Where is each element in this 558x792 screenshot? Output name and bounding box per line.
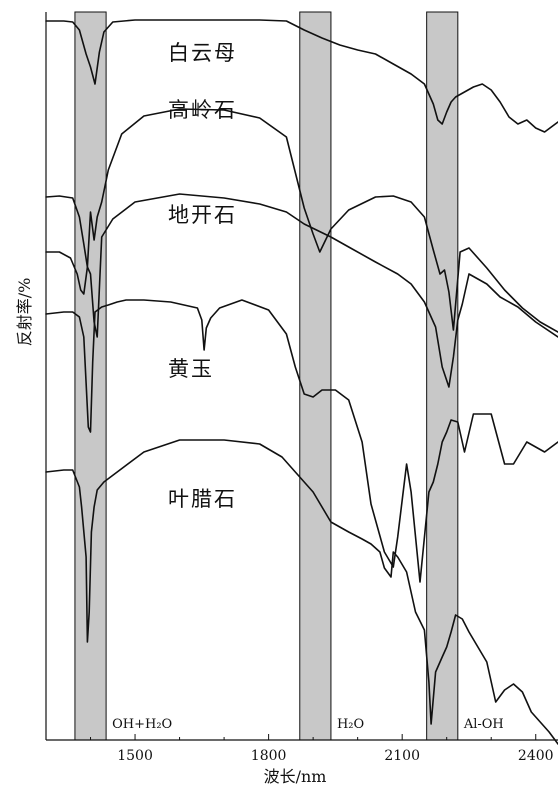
x-tick-label-1800: 1800 bbox=[251, 748, 287, 764]
x-axis-ticks: 1500 1800 2100 2400 bbox=[90, 734, 554, 764]
spectrum-line-4 bbox=[45, 299, 558, 583]
spectrum-line-5 bbox=[45, 439, 558, 745]
band-label-1: OH+H₂O bbox=[112, 717, 172, 732]
absorption-band-3 bbox=[426, 11, 459, 741]
spectrum-line-1 bbox=[45, 19, 558, 133]
absorption-band-2 bbox=[299, 11, 332, 741]
spectra-group bbox=[45, 19, 558, 745]
x-tick-label-2100: 2100 bbox=[384, 748, 420, 764]
series-label-topaz: 黄玉 bbox=[168, 357, 214, 381]
y-axis-label: 反射率/% bbox=[15, 278, 34, 347]
x-tick-label-1500: 1500 bbox=[117, 748, 153, 764]
plot-frame bbox=[45, 12, 558, 741]
x-axis-label: 波长/nm bbox=[264, 767, 327, 786]
spectrum-line-3 bbox=[45, 193, 558, 388]
band-labels: OH+H₂O H₂O Al-OH bbox=[112, 717, 504, 732]
x-tick-label-2400: 2400 bbox=[518, 748, 554, 764]
series-label-dickite: 地开石 bbox=[168, 203, 237, 227]
series-label-pyrophyllite: 叶腊石 bbox=[168, 487, 237, 511]
series-label-kaolinite: 高岭石 bbox=[168, 98, 237, 122]
band-label-2: H₂O bbox=[337, 717, 364, 732]
spectrum-line-2 bbox=[45, 108, 558, 333]
absorption-bands bbox=[74, 11, 459, 741]
series-label-white-mica: 白云母 bbox=[168, 41, 237, 65]
band-label-3: Al-OH bbox=[463, 717, 504, 732]
absorption-band-1 bbox=[74, 11, 107, 741]
